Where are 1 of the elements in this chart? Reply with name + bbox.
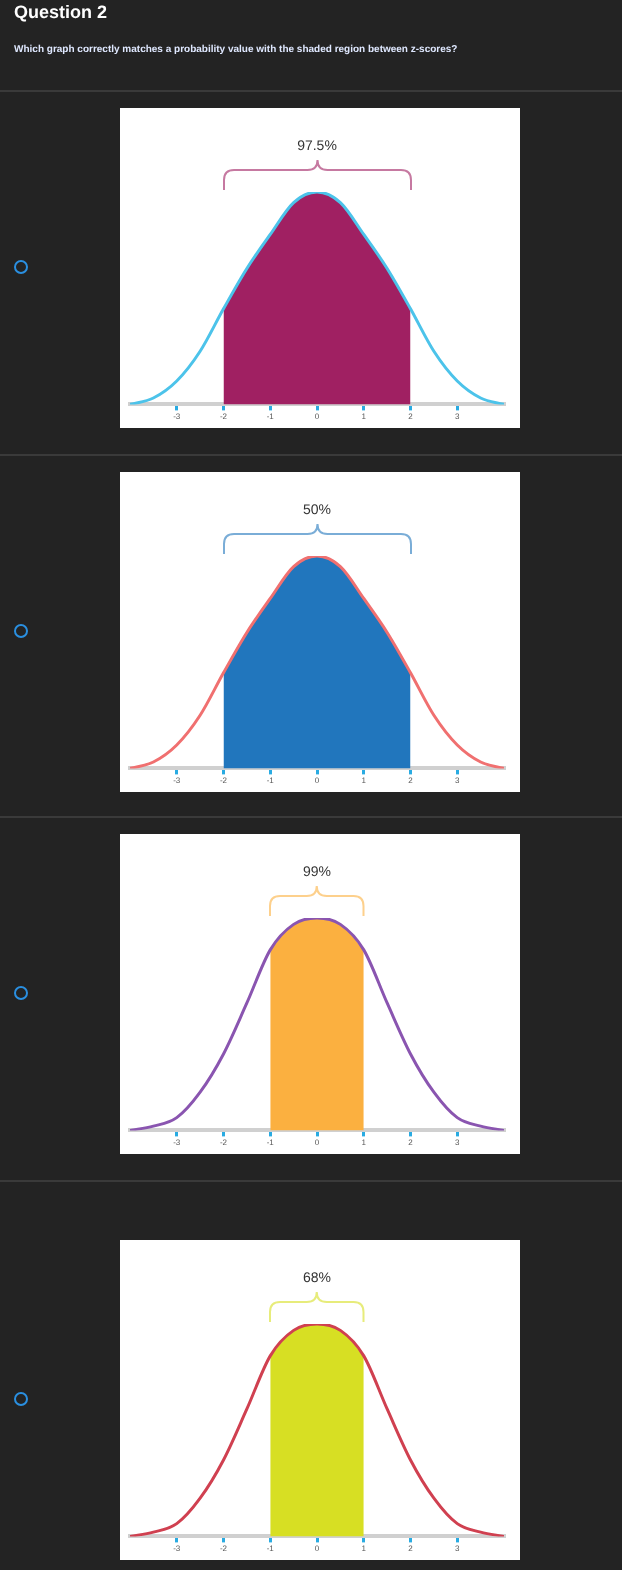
chart-title: Question 2 bbox=[14, 2, 108, 22]
